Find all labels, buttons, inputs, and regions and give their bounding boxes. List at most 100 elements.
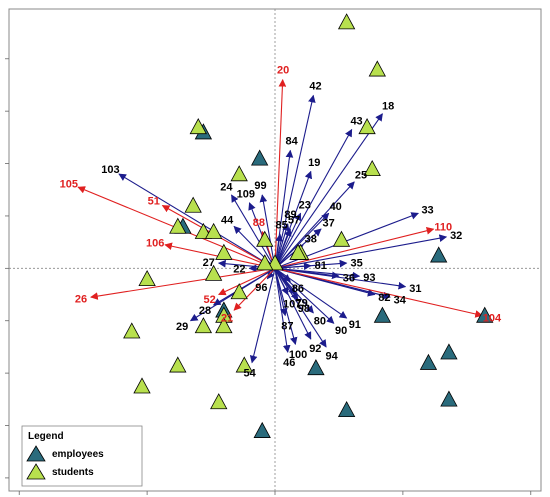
vector-label-22: 22 <box>233 263 245 275</box>
vector-arrow-54 <box>249 268 276 364</box>
vector-label-35: 35 <box>350 257 362 269</box>
vector-label-52: 52 <box>204 294 216 306</box>
employees-point <box>430 246 448 263</box>
students-point <box>289 243 307 260</box>
students-point <box>184 196 202 213</box>
vector-label-93: 93 <box>363 272 375 284</box>
vector-label-38: 38 <box>305 233 317 245</box>
legend-marker-employees <box>26 445 46 462</box>
vector-label-84: 84 <box>286 136 299 148</box>
vector-label-33: 33 <box>421 205 433 217</box>
students-point <box>204 222 223 239</box>
employees-point <box>476 306 494 323</box>
vector-label-31: 31 <box>409 283 421 295</box>
vector-label-91: 91 <box>349 319 361 331</box>
vector-arrow-90 <box>274 267 335 324</box>
vector-arrow-31 <box>274 267 407 290</box>
vector-arrow-43 <box>274 128 353 269</box>
observation-points <box>123 13 494 438</box>
vector-label-29: 29 <box>176 321 188 333</box>
employees-point <box>419 353 438 370</box>
vector-label-23: 23 <box>299 199 311 211</box>
students-point <box>230 165 248 182</box>
vector-label-27: 27 <box>203 257 215 269</box>
vector-label-25: 25 <box>355 170 367 182</box>
vector-label-100: 100 <box>289 349 307 361</box>
vector-arrow-93 <box>274 267 361 280</box>
employees-point <box>307 359 325 376</box>
vector-label-82: 82 <box>378 292 390 304</box>
students-point <box>230 283 248 300</box>
variable-vectors <box>77 78 483 364</box>
employees-point <box>373 306 392 323</box>
students-point <box>363 159 381 176</box>
vector-label-99: 99 <box>254 180 266 192</box>
students-point <box>256 254 274 271</box>
vector-label-32: 32 <box>450 230 462 242</box>
students-point <box>169 356 187 373</box>
vector-label-103: 103 <box>101 164 119 176</box>
vector-label-96: 96 <box>255 282 267 294</box>
vector-label-90: 90 <box>335 325 347 337</box>
vector-label-37: 37 <box>323 218 335 230</box>
vector-label-87: 87 <box>281 320 293 332</box>
employees-point <box>337 400 356 417</box>
vector-label-43: 43 <box>350 116 362 128</box>
vector-label-81: 81 <box>315 260 327 272</box>
employees-point <box>250 149 269 166</box>
vector-label-19: 19 <box>308 157 320 169</box>
vector-label-21: 21 <box>221 312 233 324</box>
students-point <box>123 322 141 339</box>
vector-arrow-18 <box>274 113 383 269</box>
students-point <box>332 230 351 247</box>
students-point <box>194 317 213 334</box>
students-point <box>189 118 207 135</box>
vector-label-106: 106 <box>146 238 164 250</box>
students-point <box>368 60 386 77</box>
vector-arrow-25 <box>274 181 355 269</box>
vector-label-51: 51 <box>148 196 160 208</box>
vector-label-109: 109 <box>237 189 255 201</box>
students-point <box>138 269 156 287</box>
vector-label-104: 104 <box>483 313 502 325</box>
vector-arrow-26 <box>90 267 276 300</box>
vector-label-28: 28 <box>199 305 211 317</box>
vector-arrow-104 <box>274 267 483 318</box>
legend-marker-students <box>26 463 46 480</box>
vector-arrow-110 <box>274 226 435 269</box>
vector-label-57: 57 <box>288 215 300 227</box>
vector-arrow-100 <box>274 268 298 346</box>
employees-point <box>440 343 458 360</box>
vector-arrow-92 <box>274 268 312 340</box>
vector-label-36: 36 <box>343 272 355 284</box>
vector-arrow-32 <box>274 234 448 269</box>
vector-arrow-99 <box>259 194 276 269</box>
axis-ticks <box>5 58 532 495</box>
employees-point <box>440 390 458 407</box>
vector-label-107: 107 <box>283 299 301 311</box>
students-point <box>337 13 356 30</box>
vector-arrow-94 <box>274 268 327 348</box>
vector-label-42: 42 <box>309 81 321 93</box>
students-point <box>133 377 151 394</box>
legend: Legend employees students <box>21 425 143 487</box>
vector-label-89: 89 <box>284 209 296 221</box>
vector-arrow-52 <box>218 267 276 296</box>
vector-label-24: 24 <box>220 181 233 193</box>
vector-label-80: 80 <box>314 315 326 327</box>
students-point <box>215 243 233 260</box>
legend-title: Legend <box>28 431 64 442</box>
students-point <box>256 230 274 247</box>
vector-label-94: 94 <box>325 350 338 362</box>
vector-label-85: 85 <box>275 219 287 231</box>
students-point <box>204 264 223 281</box>
students-point <box>358 118 376 135</box>
vector-label-40: 40 <box>330 201 342 213</box>
vector-arrow-91 <box>274 267 348 319</box>
vector-arrow-80 <box>274 267 314 314</box>
vector-label-46: 46 <box>283 357 295 369</box>
vector-arrow-103 <box>118 173 276 269</box>
vector-label-79: 79 <box>295 297 307 309</box>
